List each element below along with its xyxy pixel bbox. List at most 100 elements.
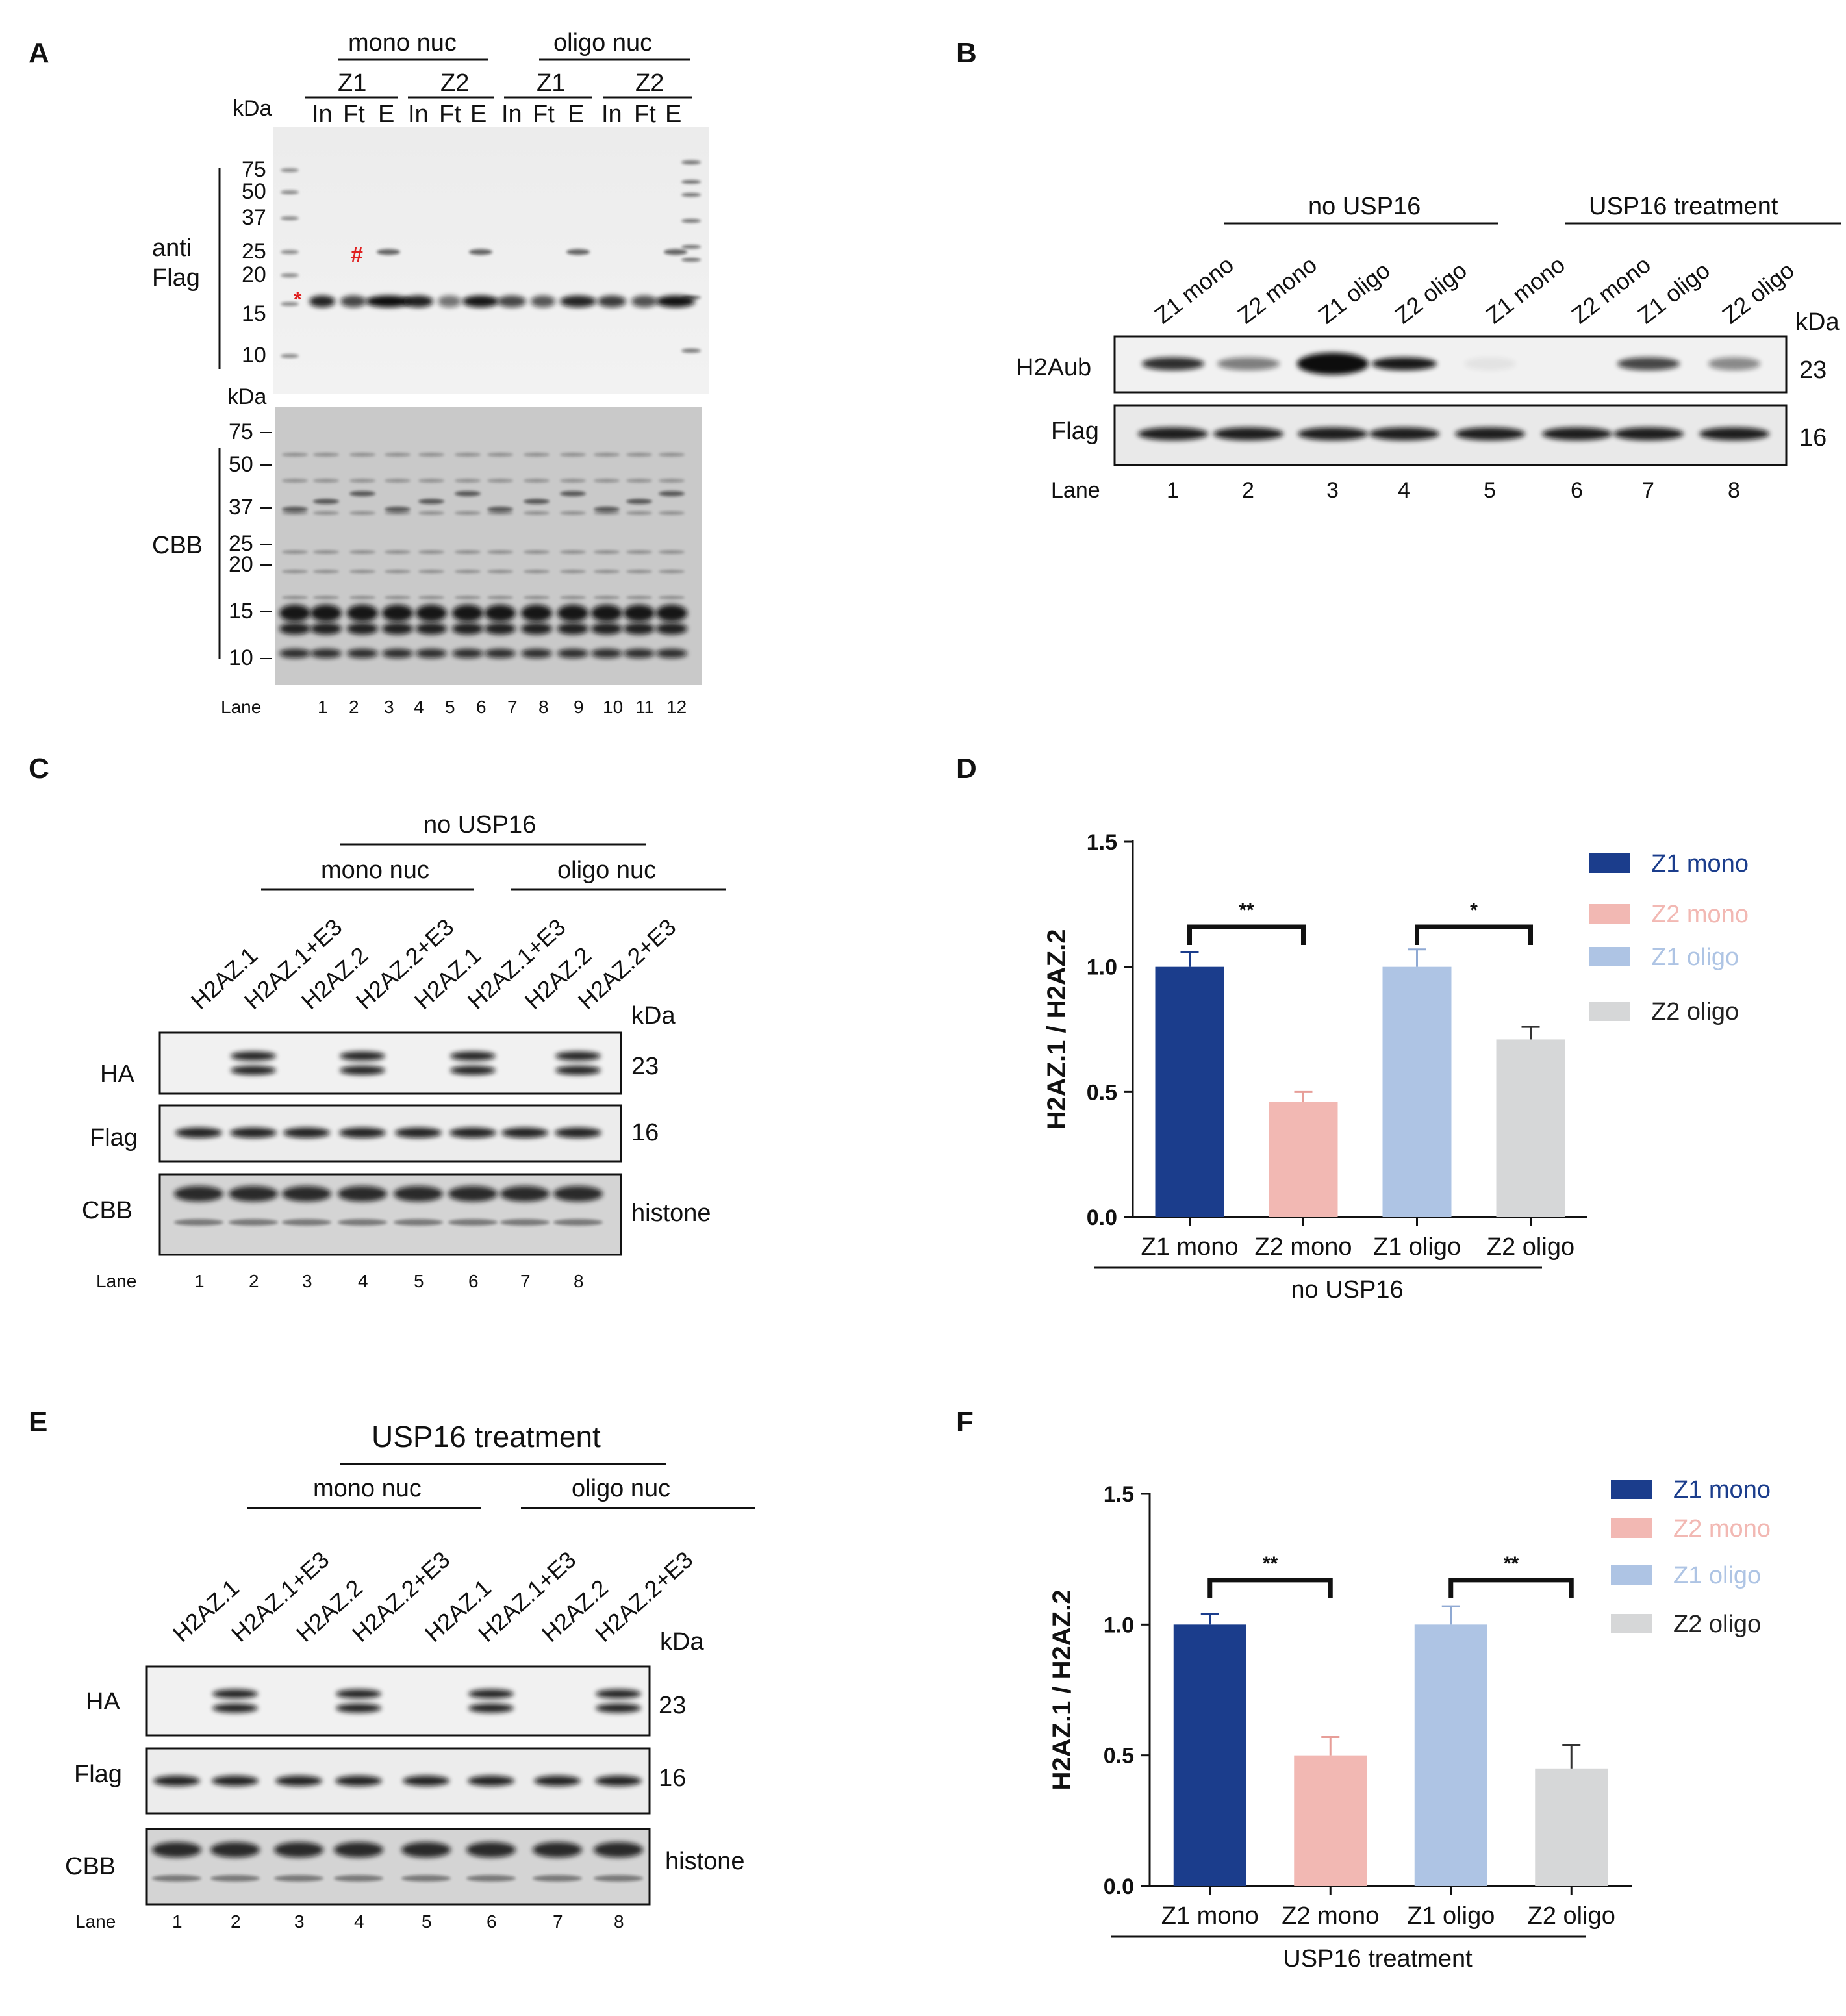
b-flag-band bbox=[1138, 427, 1208, 440]
a-cbb-band bbox=[349, 550, 375, 554]
c-blot-cbb bbox=[158, 1173, 622, 1256]
f-bar bbox=[1173, 1624, 1246, 1886]
f-y-tick-label: 1.0 bbox=[1104, 1613, 1134, 1637]
a-top-marker-label: 37 bbox=[242, 205, 266, 230]
panel-letter-d: D bbox=[956, 753, 977, 785]
a-histone-band bbox=[624, 605, 655, 622]
a-cbb-band bbox=[487, 511, 513, 515]
d-legend-swatch bbox=[1589, 1002, 1630, 1021]
a-sub-z2-oligo: Z2 bbox=[635, 69, 664, 97]
a-histone-band bbox=[279, 623, 310, 635]
a-cbb-band bbox=[418, 453, 444, 457]
panel-letter-b: B bbox=[956, 37, 977, 69]
c-lane-number: 4 bbox=[358, 1271, 368, 1291]
b-flag-band bbox=[1542, 427, 1612, 440]
e-blot-cbb bbox=[145, 1828, 651, 1906]
b-column-label: Z1 mono bbox=[1150, 251, 1239, 329]
d-y-tick-label: 1.5 bbox=[1087, 830, 1117, 855]
a-top-marker-label: 15 bbox=[242, 301, 266, 326]
a-cbb-band bbox=[455, 596, 481, 599]
b-column-label: Z1 mono bbox=[1481, 251, 1570, 329]
a-cbb-band bbox=[313, 499, 339, 504]
d-legend-label: Z1 oligo bbox=[1651, 944, 1739, 971]
b-row-h2aub: H2Aub bbox=[1016, 354, 1091, 381]
a-flag-band bbox=[598, 296, 626, 307]
c-cbb-band bbox=[229, 1219, 278, 1226]
c-size-ha: 23 bbox=[631, 1053, 659, 1080]
e-row-cbb: CBB bbox=[65, 1853, 116, 1880]
a-lane-number: 12 bbox=[666, 697, 687, 717]
a-histone-band bbox=[416, 623, 447, 635]
a-top-marker-label: 50 bbox=[242, 179, 266, 204]
c-flag-band bbox=[339, 1128, 386, 1138]
a-side-anti: anti bbox=[152, 234, 192, 262]
d-significance-bracket bbox=[1415, 924, 1533, 946]
a-cbb-band bbox=[385, 507, 411, 512]
a-ladder-band bbox=[281, 250, 299, 254]
c-cbb-band bbox=[394, 1186, 443, 1202]
f-group-label: USP16 treatment bbox=[1283, 1945, 1473, 1972]
d-x-tick-label: Z1 mono bbox=[1141, 1233, 1239, 1261]
b-lane-number: 1 bbox=[1167, 478, 1179, 503]
a-cbb-band bbox=[487, 570, 513, 573]
a-cbb-band bbox=[626, 499, 652, 504]
a-cbb-band bbox=[487, 453, 513, 457]
e-cbb-band bbox=[152, 1875, 201, 1882]
e-size-flag: 16 bbox=[659, 1765, 686, 1792]
a-kda-top: kDa bbox=[233, 96, 272, 121]
d-legend-label: Z2 mono bbox=[1651, 901, 1749, 928]
a-cbb-band bbox=[487, 507, 513, 512]
e-flag-band bbox=[275, 1776, 322, 1786]
a-ladder-band bbox=[681, 180, 701, 184]
a-cbb-band bbox=[560, 453, 586, 457]
c-lane-number: 3 bbox=[302, 1271, 312, 1291]
f-x-tick-label: Z1 oligo bbox=[1407, 1902, 1495, 1930]
d-y-tick-label: 1.0 bbox=[1087, 955, 1117, 980]
a-fraction-label: In bbox=[501, 101, 522, 128]
a-cbb-band bbox=[282, 511, 308, 515]
a-histone-band bbox=[485, 605, 516, 622]
a-cbb-band bbox=[524, 570, 550, 573]
a-ladder-band bbox=[681, 349, 701, 353]
c-cbb-band bbox=[500, 1186, 550, 1202]
b-lane-number: 3 bbox=[1326, 478, 1339, 503]
a-top-marker-label: 20 bbox=[242, 262, 266, 287]
d-significance-bracket bbox=[1187, 924, 1306, 946]
b-h2aub-band bbox=[1464, 357, 1516, 370]
c-lane-label: Lane bbox=[96, 1271, 136, 1291]
c-size-cbb: histone bbox=[631, 1200, 711, 1227]
e-cbb-band bbox=[533, 1875, 582, 1882]
a-cbb-band bbox=[349, 596, 375, 599]
b-column-label: Z2 mono bbox=[1233, 251, 1322, 329]
panel-e: E USP16 treatment mono nuc oligo nuc H2A… bbox=[29, 1406, 755, 1932]
panel-letter-a: A bbox=[29, 37, 49, 69]
b-lane-number: 5 bbox=[1484, 478, 1496, 503]
a-fraction-label: Ft bbox=[533, 101, 555, 128]
e-column-label: H2AZ.1 bbox=[168, 1574, 244, 1647]
a-ladder-band bbox=[681, 219, 701, 223]
a-cbb-band bbox=[524, 550, 550, 554]
c-ha-band bbox=[450, 1066, 496, 1075]
f-legend-swatch bbox=[1611, 1518, 1652, 1538]
a-lane-number: 8 bbox=[538, 697, 549, 717]
f-legend-swatch bbox=[1611, 1565, 1652, 1585]
a-fraction-labels: In Ft E In Ft E In Ft E In Ft E bbox=[312, 101, 681, 128]
a-histone-band bbox=[382, 649, 413, 658]
a-bottom-bands bbox=[279, 453, 687, 658]
a-lane-numbers: 1 2 3 4 5 6 7 8 9 10 11 12 bbox=[318, 697, 687, 717]
b-h2aub-band bbox=[1708, 357, 1760, 370]
d-legend-swatch bbox=[1589, 853, 1630, 873]
a-gel-top bbox=[273, 127, 709, 394]
a-histone-band bbox=[521, 649, 552, 658]
a-histone-band bbox=[557, 623, 588, 635]
e-cbb-band bbox=[334, 1842, 383, 1858]
a-ladder-band bbox=[681, 193, 701, 197]
e-ha-band bbox=[336, 1689, 381, 1698]
a-cbb-band bbox=[487, 596, 513, 599]
a-cbb-band bbox=[487, 479, 513, 483]
c-ha-band bbox=[450, 1052, 496, 1061]
e-ha-band bbox=[596, 1689, 641, 1698]
a-lane-number: 11 bbox=[635, 697, 654, 717]
a-cbb-band bbox=[455, 570, 481, 573]
